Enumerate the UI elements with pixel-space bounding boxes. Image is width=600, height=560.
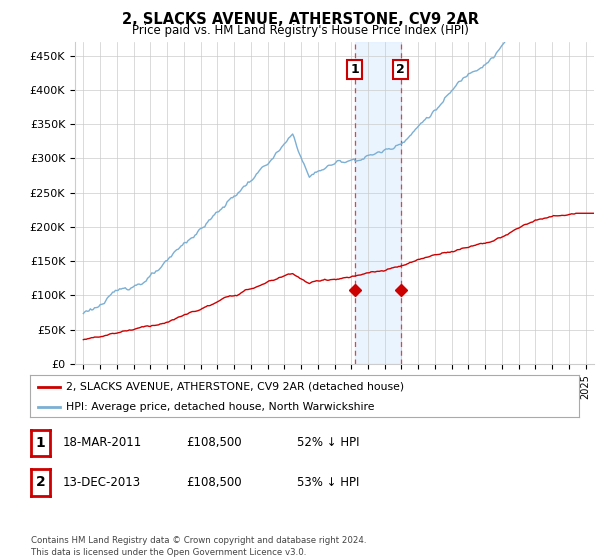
Bar	[355, 42, 401, 364]
Text: 1: 1	[36, 436, 46, 450]
Text: 52% ↓ HPI: 52% ↓ HPI	[297, 436, 359, 450]
Text: Price paid vs. HM Land Registry's House Price Index (HPI): Price paid vs. HM Land Registry's House …	[131, 24, 469, 36]
Text: HPI: Average price, detached house, North Warwickshire: HPI: Average price, detached house, Nort…	[65, 402, 374, 412]
Text: £108,500: £108,500	[186, 436, 242, 450]
Text: 53% ↓ HPI: 53% ↓ HPI	[297, 475, 359, 489]
Text: 2, SLACKS AVENUE, ATHERSTONE, CV9 2AR: 2, SLACKS AVENUE, ATHERSTONE, CV9 2AR	[121, 12, 479, 27]
Text: £108,500: £108,500	[186, 475, 242, 489]
Text: 2, SLACKS AVENUE, ATHERSTONE, CV9 2AR (detached house): 2, SLACKS AVENUE, ATHERSTONE, CV9 2AR (d…	[65, 382, 404, 392]
Text: 18-MAR-2011: 18-MAR-2011	[63, 436, 142, 450]
Text: 2: 2	[396, 63, 405, 76]
Text: 2: 2	[36, 475, 46, 489]
Text: 13-DEC-2013: 13-DEC-2013	[63, 475, 141, 489]
Text: Contains HM Land Registry data © Crown copyright and database right 2024.
This d: Contains HM Land Registry data © Crown c…	[31, 536, 367, 557]
Text: 1: 1	[350, 63, 359, 76]
